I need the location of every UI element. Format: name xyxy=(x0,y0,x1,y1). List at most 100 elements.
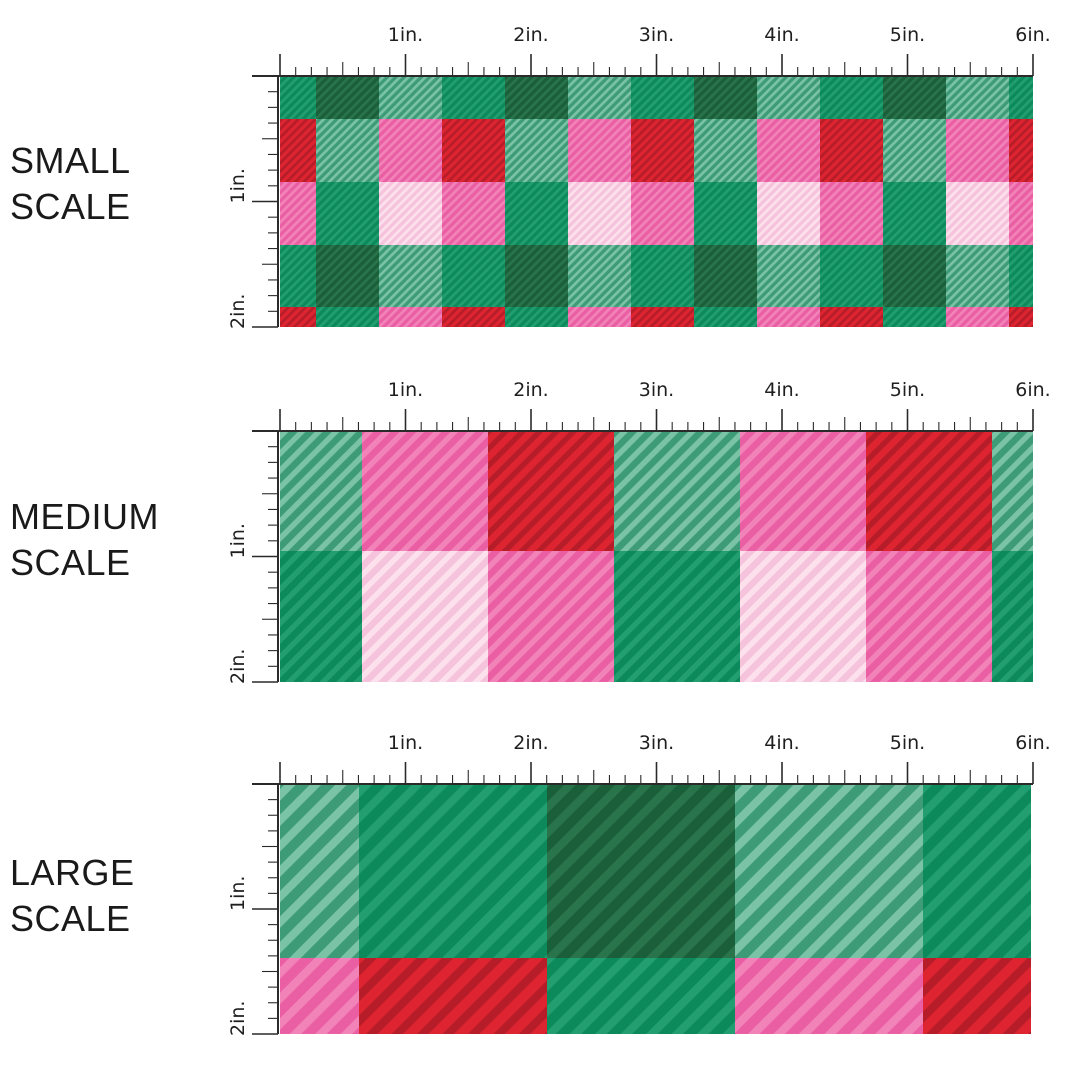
plaid-block-red xyxy=(442,307,505,327)
plaid-block-pale xyxy=(740,551,866,682)
plaid-block-forest xyxy=(316,76,379,119)
plaid-block-pink xyxy=(362,431,488,551)
plaid-block-pale xyxy=(757,182,820,245)
plaid-block-emerald xyxy=(547,958,735,1034)
plaid-block-pink xyxy=(631,182,694,245)
plaid-block-mint xyxy=(883,119,946,182)
plaid-block-pale xyxy=(379,182,442,245)
plaid-block-pink xyxy=(488,551,614,682)
plaid-block-emerald xyxy=(316,307,379,327)
plaid-block-mint xyxy=(379,76,442,119)
plaid-block-emerald xyxy=(442,76,505,119)
plaid-block-mint xyxy=(280,784,359,958)
plaid-block-forest xyxy=(505,76,568,119)
plaid-block-emerald xyxy=(923,784,1031,958)
plaid-block-emerald xyxy=(694,182,757,245)
plaid-block-pink xyxy=(866,551,992,682)
plaid-block-emerald xyxy=(631,245,694,307)
plaid-block-mint xyxy=(568,245,631,307)
ruler-top-label: 4in. xyxy=(764,379,799,401)
ruler-top-label: 6in. xyxy=(1015,732,1050,754)
plaid-block-pink xyxy=(442,182,505,245)
plaid-block-forest xyxy=(694,76,757,119)
plaid-block-mint xyxy=(757,76,820,119)
plaid-block-emerald xyxy=(883,182,946,245)
plaid-block-red xyxy=(923,958,1031,1034)
medium-scale-line2: SCALE xyxy=(10,542,131,583)
plaid-block-mint xyxy=(568,76,631,119)
plaid-block-emerald xyxy=(631,76,694,119)
large-scale-label: LARGE SCALE xyxy=(10,850,135,942)
plaid-block-emerald xyxy=(694,307,757,327)
plaid-block-mint xyxy=(316,119,379,182)
plaid-block-emerald xyxy=(359,784,547,958)
plaid-block-red xyxy=(631,119,694,182)
plaid-block-mint xyxy=(505,119,568,182)
plaid-block-emerald xyxy=(614,551,740,682)
plaid-block-pink xyxy=(757,119,820,182)
plaid-block-red xyxy=(280,307,316,327)
plaid-block-red xyxy=(359,958,547,1034)
plaid-block-mint xyxy=(757,245,820,307)
ruler-top-label: 3in. xyxy=(639,24,674,46)
plaid-block-pink xyxy=(568,307,631,327)
plaid-block-pale xyxy=(946,182,1009,245)
plaid-block-mint xyxy=(280,431,362,551)
plaid-block-pink xyxy=(379,119,442,182)
plaid-block-emerald xyxy=(883,307,946,327)
ruler-top-label: 1in. xyxy=(388,24,423,46)
plaid-block-pale xyxy=(362,551,488,682)
plaid-block-red xyxy=(1009,307,1033,327)
plaid-block-pink xyxy=(280,182,316,245)
plaid-block-emerald xyxy=(505,182,568,245)
plaid-block-forest xyxy=(505,245,568,307)
large-scale-line1: LARGE xyxy=(10,852,135,893)
plaid-block-pink xyxy=(379,307,442,327)
plaid-block-forest xyxy=(883,245,946,307)
plaid-block-mint xyxy=(379,245,442,307)
plaid-block-red xyxy=(820,119,883,182)
plaid-block-emerald xyxy=(1009,245,1033,307)
ruler-side-label: 1in. xyxy=(227,876,249,911)
plaid-block-pink xyxy=(740,431,866,551)
medium-ruler: 1in. 2in. 3in. 4in. 5in. 6in. 1in. 2in. xyxy=(227,379,1051,684)
ruler-side-label: 1in. xyxy=(227,523,249,558)
plaid-block-red xyxy=(631,307,694,327)
plaid-block-pink xyxy=(946,307,1009,327)
ruler-top-label: 4in. xyxy=(764,732,799,754)
plaid-block-forest xyxy=(694,245,757,307)
medium-scale-label: MEDIUM SCALE xyxy=(10,494,159,586)
ruler-top-label: 5in. xyxy=(890,379,925,401)
ruler-top-label: 1in. xyxy=(388,379,423,401)
plaid-block-mint xyxy=(946,245,1009,307)
ruler-side-label: 2in. xyxy=(227,649,249,684)
ruler-top-label: 3in. xyxy=(639,732,674,754)
plaid-block-pink xyxy=(568,119,631,182)
plaid-block-mint xyxy=(614,431,740,551)
plaid-block-red xyxy=(820,307,883,327)
ruler-side-label: 2in. xyxy=(227,1001,249,1036)
plaid-block-pink xyxy=(1009,182,1033,245)
plaid-block-emerald xyxy=(505,307,568,327)
plaid-block-emerald xyxy=(1009,76,1033,119)
plaid-block-pink xyxy=(757,307,820,327)
small-scale-line2: SCALE xyxy=(10,186,131,227)
ruler-top-label: 6in. xyxy=(1015,379,1050,401)
large-ruler: 1in. 2in. 3in. 4in. 5in. 6in. 1in. 2in. xyxy=(227,732,1051,1036)
plaid-block-pink xyxy=(946,119,1009,182)
small-ruler: 1in. 2in. 3in. 4in. 5in. 6in. 1in. 2in. xyxy=(227,24,1051,329)
small-scale-label: SMALL SCALE xyxy=(10,138,131,230)
ruler-side-label: 2in. xyxy=(227,294,249,329)
ruler-side-label: 1in. xyxy=(227,168,249,203)
plaid-block-mint xyxy=(992,431,1033,551)
plaid-block-red xyxy=(442,119,505,182)
plaid-block-pink xyxy=(735,958,923,1034)
plaid-block-pink xyxy=(280,958,359,1034)
plaid-block-mint xyxy=(946,76,1009,119)
plaid-block-forest xyxy=(883,76,946,119)
ruler-top-label: 4in. xyxy=(764,24,799,46)
plaid-block-emerald xyxy=(316,182,379,245)
ruler-top-label: 1in. xyxy=(388,732,423,754)
plaid-block-emerald xyxy=(280,76,316,119)
